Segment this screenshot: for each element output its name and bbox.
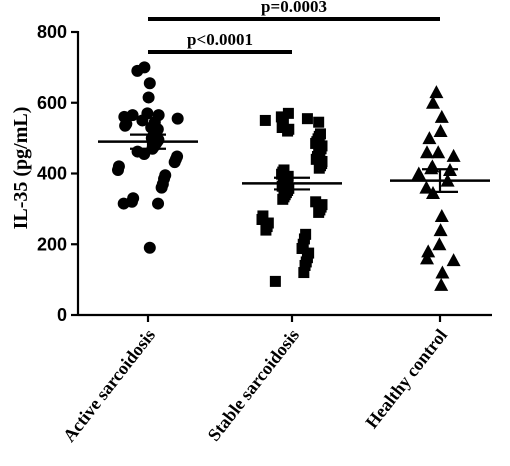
x-tick-label: Healthy control (361, 325, 451, 432)
data-point-triangle (446, 253, 461, 267)
data-point-square (313, 206, 325, 218)
data-point-circle (143, 241, 156, 254)
data-point-square (259, 114, 271, 126)
data-point-square (277, 193, 289, 205)
data-point-circle (117, 197, 130, 210)
data-point-circle (136, 114, 149, 127)
data-point-triangle (411, 166, 426, 180)
data-point-triangle (420, 145, 434, 159)
data-point-triangle (434, 208, 449, 222)
data-point-circle (152, 197, 165, 210)
data-point-square (313, 162, 325, 174)
y-ticks: 0 200 400 600 800 (37, 22, 78, 325)
y-tick-label: 200 (37, 234, 67, 254)
data-point-circle (131, 64, 144, 77)
category-labels: Active sarcoidosis Stable sarcoidosis Heal… (59, 325, 451, 445)
data-point-triangle (434, 277, 449, 291)
data-point-square (301, 113, 313, 125)
data-point-square (256, 213, 268, 225)
data-point-circle (119, 119, 132, 132)
x-tick-label: Stable sarcoidosis (204, 325, 304, 445)
data-point-square (313, 116, 325, 128)
data-point-triangle (432, 237, 447, 251)
data-point-triangle (421, 244, 436, 258)
data-point-square (275, 111, 287, 123)
data-point-circle (168, 156, 181, 169)
data-point-triangle (424, 161, 439, 175)
significance-label: p<0.0001 (187, 30, 253, 49)
data-point-square (282, 125, 294, 137)
data-point-circle (112, 163, 124, 176)
data-point-triangle (419, 180, 434, 194)
data-point-circle (155, 181, 168, 194)
data-point-triangle (433, 124, 448, 138)
x-tick-label: Active sarcoidosis (59, 325, 159, 445)
data-point-triangle (446, 148, 461, 162)
data-point-triangle (429, 85, 444, 99)
data-point-triangle (422, 131, 437, 145)
y-tick-label: 600 (37, 93, 67, 113)
y-tick-label: 400 (37, 164, 67, 184)
data-point-square (299, 259, 311, 271)
data-point-square (269, 275, 281, 287)
data-point-square (260, 224, 272, 236)
data-point-circle (171, 112, 184, 125)
y-tick-label: 800 (37, 22, 67, 42)
data-point-circle (143, 77, 156, 90)
data-point-circle (138, 148, 151, 161)
data-point-triangle (434, 109, 449, 123)
y-tick-label: 0 (57, 305, 67, 325)
data-point-triangle (435, 265, 450, 279)
data-point-square (296, 242, 308, 254)
data-point-circle (142, 91, 155, 104)
data-point-triangle (426, 95, 440, 109)
data-points (112, 61, 461, 291)
y-axis-label: IL-35 (pg/mL) (10, 107, 32, 230)
significance-annotations: p<0.0001 p=0.0003 (148, 0, 440, 54)
data-point-triangle (433, 223, 448, 237)
data-point-square (282, 107, 294, 119)
mean-bars (98, 133, 490, 193)
data-point-square (298, 267, 310, 279)
data-point-triangle (431, 145, 446, 159)
significance-label: p=0.0003 (261, 0, 327, 16)
data-point-triangle (420, 251, 434, 265)
